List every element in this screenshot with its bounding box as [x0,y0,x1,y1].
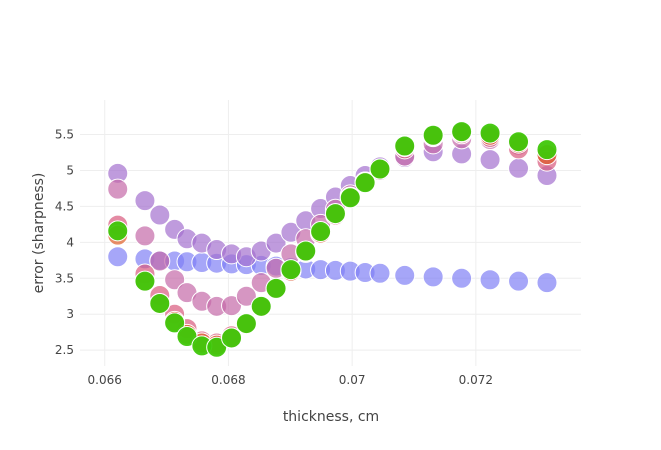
x-axis-title: thickness, cm [283,409,379,425]
x-tick-label: 0.066 [88,373,122,387]
data-point[interactable] [134,270,156,292]
data-point[interactable] [479,269,501,291]
y-tick-label: 2.5 [55,343,74,357]
data-point[interactable] [149,292,171,314]
data-point[interactable] [508,270,530,292]
data-point[interactable] [536,139,558,161]
data-point[interactable] [536,272,558,294]
data-point[interactable] [164,269,186,291]
x-tick-label: 0.07 [339,373,366,387]
data-point[interactable] [221,295,243,317]
y-axis-title: error (sharpness) [31,173,47,294]
series-6 [107,121,558,358]
data-point[interactable] [149,250,171,272]
data-point[interactable] [107,246,129,268]
data-point[interactable] [107,178,129,200]
data-point[interactable] [324,203,346,225]
data-point[interactable] [369,262,391,284]
data-point[interactable] [422,266,444,288]
data-point[interactable] [265,277,287,299]
y-tick-label: 5.5 [55,128,74,142]
y-tick-label: 4 [66,235,74,249]
data-point[interactable] [508,131,530,153]
data-point[interactable] [206,336,228,358]
data-point[interactable] [221,327,243,349]
data-point[interactable] [310,221,332,243]
data-point[interactable] [176,326,198,348]
x-axis-ticks: 0.066 0.068 0.07 0.072 [88,373,493,387]
data-point[interactable] [339,187,361,209]
y-tick-label: 4.5 [55,199,74,213]
data-point[interactable] [134,225,156,247]
data-point[interactable] [394,135,416,157]
data-point[interactable] [451,121,473,143]
data-point[interactable] [235,285,257,307]
data-points [107,121,558,358]
data-point[interactable] [235,313,257,335]
data-point[interactable] [164,312,186,334]
x-tick-label: 0.072 [459,373,493,387]
data-point[interactable] [422,124,444,146]
data-point[interactable] [354,172,376,194]
data-point[interactable] [479,122,501,144]
data-point[interactable] [369,158,391,180]
data-point[interactable] [134,190,156,212]
y-tick-label: 3 [66,307,74,321]
data-point[interactable] [280,259,302,281]
data-point[interactable] [508,157,530,179]
y-axis-ticks: 2.5 3 3.5 4 4.5 5 5.5 [55,128,74,358]
data-point[interactable] [107,220,129,242]
data-point[interactable] [479,149,501,171]
y-tick-label: 3.5 [55,271,74,285]
data-point[interactable] [250,295,272,317]
x-tick-label: 0.068 [211,373,245,387]
data-point[interactable] [394,264,416,286]
data-point[interactable] [265,232,287,254]
y-tick-label: 5 [66,163,74,177]
data-point[interactable] [295,240,317,262]
data-point[interactable] [451,267,473,289]
data-point[interactable] [149,204,171,226]
